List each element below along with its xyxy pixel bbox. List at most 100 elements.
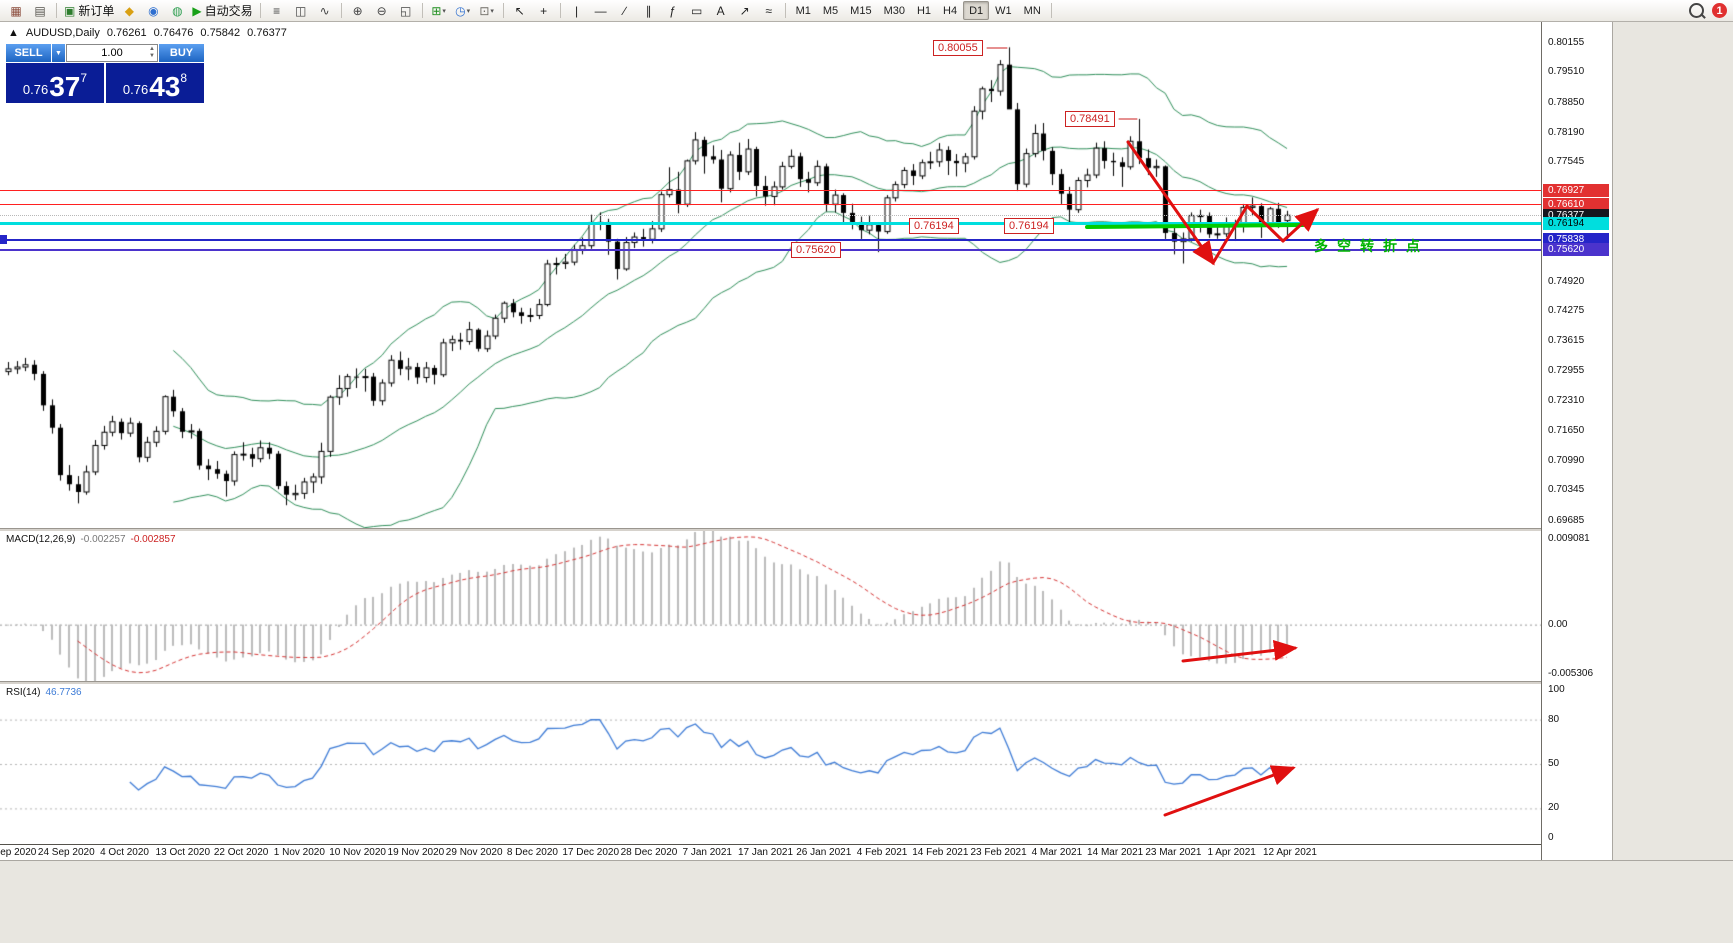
- time-axis-label: 24 Sep 2020: [37, 847, 95, 858]
- price-tag-076194[interactable]: 0.76194: [1543, 217, 1609, 231]
- macd-label: MACD(12,26,9) -0.002257 -0.002857: [6, 534, 176, 545]
- chart-price-label[interactable]: 0.78491: [1065, 111, 1115, 127]
- price-chart-canvas[interactable]: [0, 22, 1541, 528]
- chart-window: 0.80055 0.78491 0.76194 0.76194 0.75620 多空转折…: [0, 22, 1541, 860]
- price-tag-075620[interactable]: 0.75620: [1543, 243, 1609, 257]
- macd-signal-value: -0.002857: [130, 534, 176, 545]
- timeframe-button-m30[interactable]: M30: [883, 4, 905, 17]
- channel-icon[interactable]: ∥: [637, 1, 661, 21]
- horizontal-line-icon[interactable]: —: [589, 1, 613, 21]
- timeframe-button-d1[interactable]: D1: [963, 1, 990, 20]
- bar-chart-icon[interactable]: ≡: [265, 1, 289, 21]
- ohlc-close: 0.76377: [247, 27, 287, 39]
- chart-price-label[interactable]: 0.76194: [1004, 218, 1054, 234]
- volume-input[interactable]: 1.00 ▲ ▼: [66, 44, 158, 62]
- hline-075620[interactable]: [0, 248, 1541, 251]
- macd-canvas[interactable]: [0, 531, 1541, 681]
- price-axis-label: 0.72955: [1548, 365, 1585, 377]
- chart-price-label[interactable]: 0.80055: [933, 40, 983, 56]
- symbol-info: ▲ AUDUSD,Daily 0.76261 0.76476 0.75842 0…: [8, 27, 287, 39]
- panel-splitter[interactable]: [0, 528, 1541, 531]
- signals-icon[interactable]: ◍: [165, 1, 189, 21]
- trendline-icon[interactable]: ∕: [613, 1, 637, 21]
- search-icon[interactable]: [1689, 3, 1704, 18]
- channel-icon: ∥: [645, 3, 652, 18]
- chart-price-label[interactable]: 0.76194: [909, 218, 959, 234]
- time-axis-label: 4 Mar 2021: [1031, 847, 1083, 858]
- chart-price-label[interactable]: 0.75620: [791, 242, 841, 258]
- toolbar-separator: [259, 3, 261, 18]
- timeframe-button-h4[interactable]: H4: [943, 4, 958, 17]
- line-chart-icon: ∿: [319, 3, 330, 18]
- shapes-icon[interactable]: ▭: [685, 1, 709, 21]
- expert-advisors-icon[interactable]: ◆: [117, 1, 141, 21]
- market-watch-icon[interactable]: ◉: [141, 1, 165, 21]
- fibonacci-icon[interactable]: ƒ: [661, 1, 685, 21]
- templates-icon[interactable]: ⊡ ▾: [475, 1, 499, 21]
- time-axis-label: 15 Sep 2020: [0, 847, 37, 858]
- tile-windows-icon[interactable]: ◱: [394, 1, 418, 21]
- time-axis-label: 14 Feb 2021: [912, 847, 969, 858]
- chart-profiles-icon[interactable]: ▤: [28, 1, 52, 21]
- timeframe-button-m1[interactable]: M1: [795, 4, 811, 17]
- chevron-down-icon: ▾: [490, 7, 494, 15]
- timeframe-button-m15[interactable]: M15: [850, 4, 872, 17]
- candlestick-chart-icon[interactable]: ◫: [289, 1, 313, 21]
- zoom-in-icon[interactable]: ⊕: [346, 1, 370, 21]
- timeframe-button-m5[interactable]: M5: [822, 4, 839, 17]
- indicators-icon: ⊞: [431, 3, 442, 18]
- market-watch-icon: ◉: [148, 3, 159, 18]
- price-axis-label: 0.71650: [1548, 424, 1585, 436]
- buy-price-button[interactable]: 0.76 43 8: [106, 63, 204, 103]
- price-axis-label: 0.70990: [1548, 454, 1585, 466]
- cursor-icon[interactable]: ↖: [508, 1, 532, 21]
- one-click-dropdown[interactable]: ▼: [52, 44, 65, 62]
- hline-076377[interactable]: [0, 214, 1541, 216]
- price-tag-076610[interactable]: 0.76610: [1543, 198, 1609, 212]
- price-axis[interactable]: 0.80155 0.79510 0.78850 0.78190 0.77545 0.749…: [1541, 22, 1612, 860]
- price-tag-076927[interactable]: 0.76927: [1543, 183, 1609, 197]
- sell-button[interactable]: SELL: [6, 44, 51, 62]
- hline-076610[interactable]: [0, 204, 1541, 206]
- line-anchor-marker[interactable]: [0, 235, 7, 244]
- vertical-line-icon: |: [575, 3, 579, 18]
- panel-splitter[interactable]: [0, 681, 1541, 684]
- zoom-out-icon[interactable]: ⊖: [370, 1, 394, 21]
- line-chart-icon[interactable]: ∿: [313, 1, 337, 21]
- hline-076194[interactable]: [0, 222, 1541, 226]
- timeframe-button-mn[interactable]: MN: [1023, 4, 1041, 17]
- vertical-line-icon[interactable]: |: [565, 1, 589, 21]
- buy-button[interactable]: BUY: [159, 44, 204, 62]
- periods-icon[interactable]: ◷ ▾: [451, 1, 475, 21]
- ohlc-high: 0.76476: [153, 27, 194, 39]
- new-chart-icon[interactable]: ▦: [4, 1, 28, 21]
- sell-price-button[interactable]: 0.76 37 7: [6, 63, 104, 103]
- toolbar-separator: [340, 3, 342, 18]
- rsi-value: 46.7736: [45, 687, 82, 698]
- text-icon[interactable]: A: [709, 1, 733, 21]
- price-tag-075838[interactable]: 0.75838: [1543, 233, 1609, 247]
- indicators-icon[interactable]: ⊞ ▾: [427, 1, 451, 21]
- autotrading-button: ▶: [192, 3, 202, 18]
- new-order-button: ▣: [64, 3, 76, 18]
- timeframe-button-w1[interactable]: W1: [995, 4, 1012, 17]
- one-click-trading-panel: SELL ▼ 1.00 ▲ ▼ BUY 0.76 37 7 0.76: [6, 44, 204, 103]
- new-chart-icon: ▦: [10, 3, 22, 18]
- cycles-icon[interactable]: ≈: [757, 1, 781, 21]
- timeframe-button-h1[interactable]: H1: [916, 4, 932, 17]
- hline-076927[interactable]: [0, 189, 1541, 191]
- new-order-button[interactable]: ▣ 新订单: [61, 1, 117, 21]
- buy-price-pip: 8: [180, 71, 188, 85]
- hline-075838[interactable]: [0, 238, 1541, 241]
- macd-axis-zero: 0.00: [1548, 618, 1568, 630]
- notification-badge[interactable]: 1: [1712, 3, 1727, 18]
- arrows-icon[interactable]: ↗: [733, 1, 757, 21]
- volume-spinner[interactable]: ▲ ▼: [149, 46, 155, 59]
- toolbar-separator: [56, 3, 57, 18]
- crosshair-icon[interactable]: +: [532, 1, 556, 21]
- autotrading-button[interactable]: ▶ 自动交易: [189, 1, 255, 21]
- time-axis-label: 1 Apr 2021: [1207, 847, 1256, 858]
- annotation-text[interactable]: 多空转折点: [1314, 238, 1429, 254]
- rsi-canvas[interactable]: [0, 684, 1541, 844]
